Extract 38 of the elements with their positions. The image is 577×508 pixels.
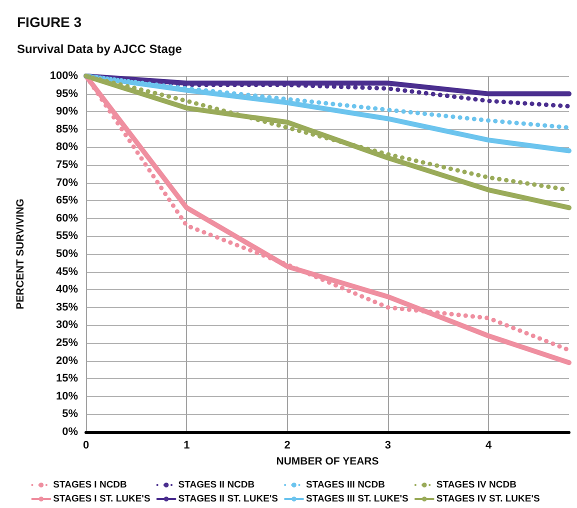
y-tick-label: 50% <box>56 248 78 260</box>
legend-label: STAGES II ST. LUKE'S <box>178 494 278 504</box>
chart-title: FIGURE 3 <box>17 14 82 30</box>
legend-label: STAGES III NCDB <box>306 480 386 490</box>
y-tick-label: 10% <box>56 390 78 402</box>
y-tick-label: 100% <box>50 70 78 82</box>
y-tick-label: 55% <box>56 230 78 242</box>
y-tick-label: 90% <box>56 106 78 118</box>
legend-label: STAGES IV NCDB <box>436 480 517 490</box>
y-tick-label: 15% <box>56 372 78 385</box>
y-tick-label: 85% <box>56 123 78 136</box>
y-tick-label: 25% <box>56 337 78 349</box>
y-tick-label: 20% <box>56 354 78 367</box>
legend-label: STAGES III ST. LUKE'S <box>306 494 408 504</box>
y-tick-label: 95% <box>56 88 78 100</box>
legend-label: STAGES II NCDB <box>178 480 255 490</box>
legend-label: STAGES IV ST. LUKE'S <box>436 494 540 504</box>
y-tick-label: 35% <box>56 301 78 314</box>
y-tick-label: 5% <box>62 408 78 420</box>
x-tick-label: 4 <box>485 440 492 452</box>
x-tick-label: 3 <box>384 440 391 452</box>
x-axis-title: NUMBER OF YEARS <box>276 455 379 468</box>
y-tick-label: 70% <box>56 176 78 189</box>
x-tick-label: 0 <box>82 440 90 452</box>
y-tick-label: 65% <box>56 194 78 207</box>
y-tick-label: 0% <box>62 426 78 438</box>
y-tick-label: 80% <box>56 141 78 154</box>
y-axis-title: PERCENT SURVIVING <box>14 198 26 310</box>
chart-subtitle: Survival Data by AJCC Stage <box>17 42 182 56</box>
y-tick-label: 45% <box>56 266 78 278</box>
y-tick-label: 40% <box>56 284 78 296</box>
x-tick-label: 2 <box>284 440 290 452</box>
x-tick-label: 1 <box>184 440 190 452</box>
legend-label: STAGES I ST. LUKE'S <box>53 494 150 504</box>
y-tick-label: 60% <box>56 212 78 224</box>
y-tick-label: 75% <box>56 159 78 171</box>
y-tick-label: 30% <box>56 319 78 332</box>
legend-label: STAGES I NCDB <box>53 480 128 490</box>
